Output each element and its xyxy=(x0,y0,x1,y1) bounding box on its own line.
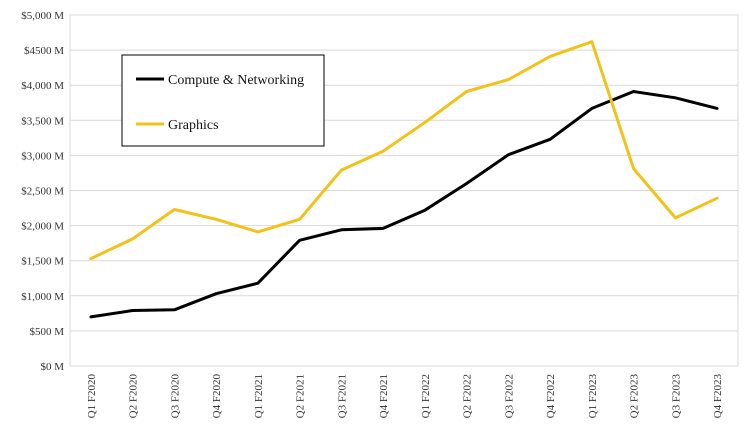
x-tick-label: Q4 F2021 xyxy=(378,374,390,418)
x-tick-label: Q2 F2020 xyxy=(128,374,140,419)
y-tick-label: $4,000 M xyxy=(21,80,64,92)
legend-label-graphics: Graphics xyxy=(168,118,219,133)
series-lines xyxy=(89,40,719,319)
y-tick-label: $4500 M xyxy=(24,45,64,57)
x-tick-label: Q1 F2020 xyxy=(86,374,98,419)
x-tick-label: Q3 F2023 xyxy=(670,374,682,419)
y-tick-label: $2,000 M xyxy=(21,221,64,233)
series-line-compute-networking xyxy=(89,90,719,319)
y-tick-label: $500 M xyxy=(29,326,64,338)
x-tick-label: Q3 F2021 xyxy=(336,374,348,418)
y-tick-label: $1,000 M xyxy=(21,291,64,303)
x-tick-label: Q4 F2023 xyxy=(712,374,724,419)
x-tick-label: Q2 F2023 xyxy=(629,374,641,419)
y-tick-label: $0 M xyxy=(40,361,64,373)
x-tick-label: Q4 F2022 xyxy=(545,374,557,418)
x-tick-label: Q1 F2023 xyxy=(587,374,599,419)
y-tick-label: $3,000 M xyxy=(21,150,64,162)
x-tick-label: Q3 F2020 xyxy=(169,374,181,419)
x-axis-ticks: Q1 F2020 Q2 F2020 Q3 F2020 Q4 F2020 Q1 F2021… xyxy=(86,374,724,419)
legend-box xyxy=(121,54,325,147)
x-tick-label: Q1 F2021 xyxy=(253,374,265,418)
legend: Compute & Networking Graphics xyxy=(121,54,325,147)
plot-frame xyxy=(69,14,739,367)
y-tick-label: $2,500 M xyxy=(21,186,64,198)
y-axis-ticks: $0 M $500 M $1,000 M $1,500 M $2,000 M $2,500… xyxy=(21,10,64,373)
series-line-graphics xyxy=(89,40,719,261)
x-tick-label: Q1 F2022 xyxy=(420,374,432,418)
x-tick-label: Q2 F2022 xyxy=(462,374,474,418)
x-tick-label: Q2 F2021 xyxy=(295,374,307,418)
legend-label-compute: Compute & Networking xyxy=(168,73,304,88)
y-tick-label: $5,000 M xyxy=(21,10,64,22)
y-tick-label: $1,500 M xyxy=(21,256,64,268)
x-tick-label: Q3 F2022 xyxy=(503,374,515,418)
x-tick-label: Q4 F2020 xyxy=(211,374,223,419)
y-tick-label: $3,500 M xyxy=(21,115,64,127)
